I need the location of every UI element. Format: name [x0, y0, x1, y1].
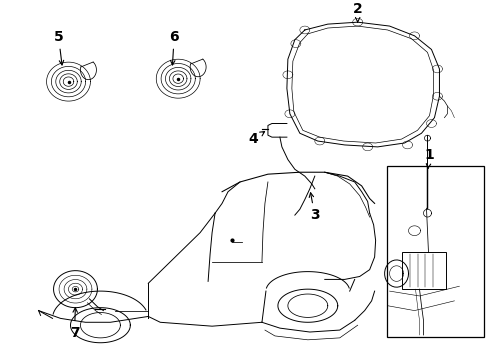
Text: 1: 1 [424, 148, 433, 168]
Text: 4: 4 [248, 131, 264, 146]
Text: 3: 3 [308, 193, 319, 222]
Text: 5: 5 [54, 30, 63, 65]
Text: 2: 2 [352, 2, 362, 22]
Text: 7: 7 [69, 308, 79, 340]
Bar [401, 252, 446, 289]
Bar [386, 166, 483, 337]
Text: 6: 6 [169, 30, 179, 65]
